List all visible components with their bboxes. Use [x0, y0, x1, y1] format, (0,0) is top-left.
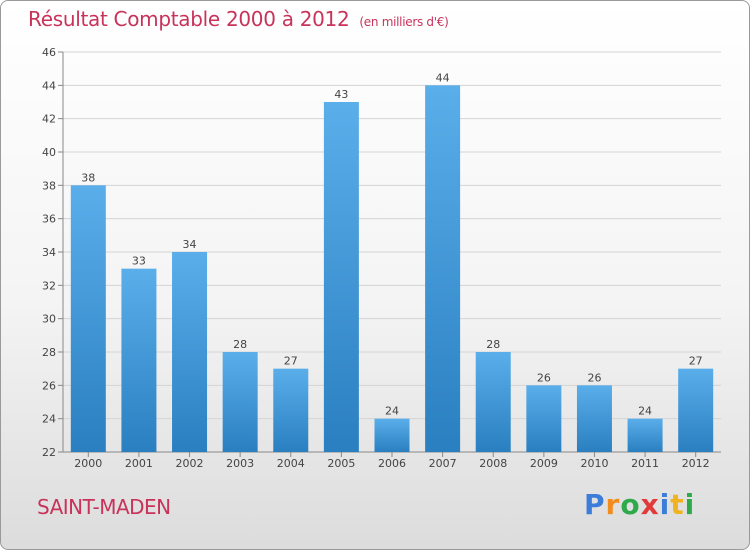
- data-label-2000: 38: [81, 171, 95, 184]
- x-tick-label-2010: 2010: [580, 457, 608, 470]
- bar-2000: [70, 185, 106, 453]
- data-label-2003: 28: [233, 338, 247, 351]
- data-label-2008: 28: [486, 338, 500, 351]
- data-label-2001: 33: [132, 255, 146, 268]
- x-tick-label-2006: 2006: [378, 457, 406, 470]
- y-tick-label: 34: [42, 246, 56, 259]
- x-tick-label-2012: 2012: [682, 457, 710, 470]
- bar-2008: [475, 352, 511, 452]
- commune-name: SAINT-MADEN: [37, 495, 171, 519]
- x-tick-label-2011: 2011: [631, 457, 659, 470]
- x-tick-label-2002: 2002: [176, 457, 204, 470]
- bar-2011: [627, 418, 663, 452]
- proxiti-logo: Proxiti: [584, 488, 696, 521]
- x-tick-label-2000: 2000: [74, 457, 102, 470]
- chart-unit-note: (en milliers d'€): [359, 15, 449, 29]
- bar-2003: [222, 352, 258, 452]
- data-label-2002: 34: [183, 238, 197, 251]
- y-tick-label: 30: [42, 313, 56, 326]
- y-tick-label: 38: [42, 179, 56, 192]
- x-tick-label-2005: 2005: [327, 457, 355, 470]
- bar-2007: [425, 85, 461, 452]
- bar-2010: [576, 385, 612, 452]
- y-tick-label: 26: [42, 379, 56, 392]
- y-tick-label: 40: [42, 146, 56, 159]
- data-label-2011: 24: [638, 405, 652, 418]
- y-tick-label: 22: [42, 446, 56, 459]
- data-label-2009: 26: [537, 371, 551, 384]
- x-tick-label-2009: 2009: [530, 457, 558, 470]
- bar-2005: [323, 102, 359, 452]
- bar-2009: [526, 385, 562, 452]
- x-tick-label-2007: 2007: [429, 457, 457, 470]
- data-label-2005: 43: [334, 88, 348, 101]
- data-label-2007: 44: [436, 71, 450, 84]
- y-tick-label: 44: [42, 79, 56, 92]
- bar-2006: [374, 418, 410, 452]
- chart-title-text: Résultat Comptable 2000 à 2012: [28, 7, 350, 31]
- bar-2002: [172, 252, 208, 452]
- bar-2012: [678, 368, 714, 452]
- x-tick-label-2008: 2008: [479, 457, 507, 470]
- x-tick-label-2004: 2004: [277, 457, 305, 470]
- bar-2001: [121, 268, 157, 452]
- y-tick-label: 24: [42, 413, 56, 426]
- y-tick-label: 46: [42, 46, 56, 59]
- data-label-2010: 26: [587, 371, 601, 384]
- data-label-2012: 27: [689, 355, 703, 368]
- bar-2004: [273, 368, 309, 452]
- data-label-2004: 27: [284, 355, 298, 368]
- x-tick-label-2001: 2001: [125, 457, 153, 470]
- y-tick-label: 32: [42, 279, 56, 292]
- y-tick-label: 36: [42, 213, 56, 226]
- chart-title: Résultat Comptable 2000 à 2012 (en millie…: [28, 7, 449, 31]
- x-tick-label-2003: 2003: [226, 457, 254, 470]
- y-tick-label: 28: [42, 346, 56, 359]
- y-tick-label: 42: [42, 113, 56, 126]
- data-label-2006: 24: [385, 405, 399, 418]
